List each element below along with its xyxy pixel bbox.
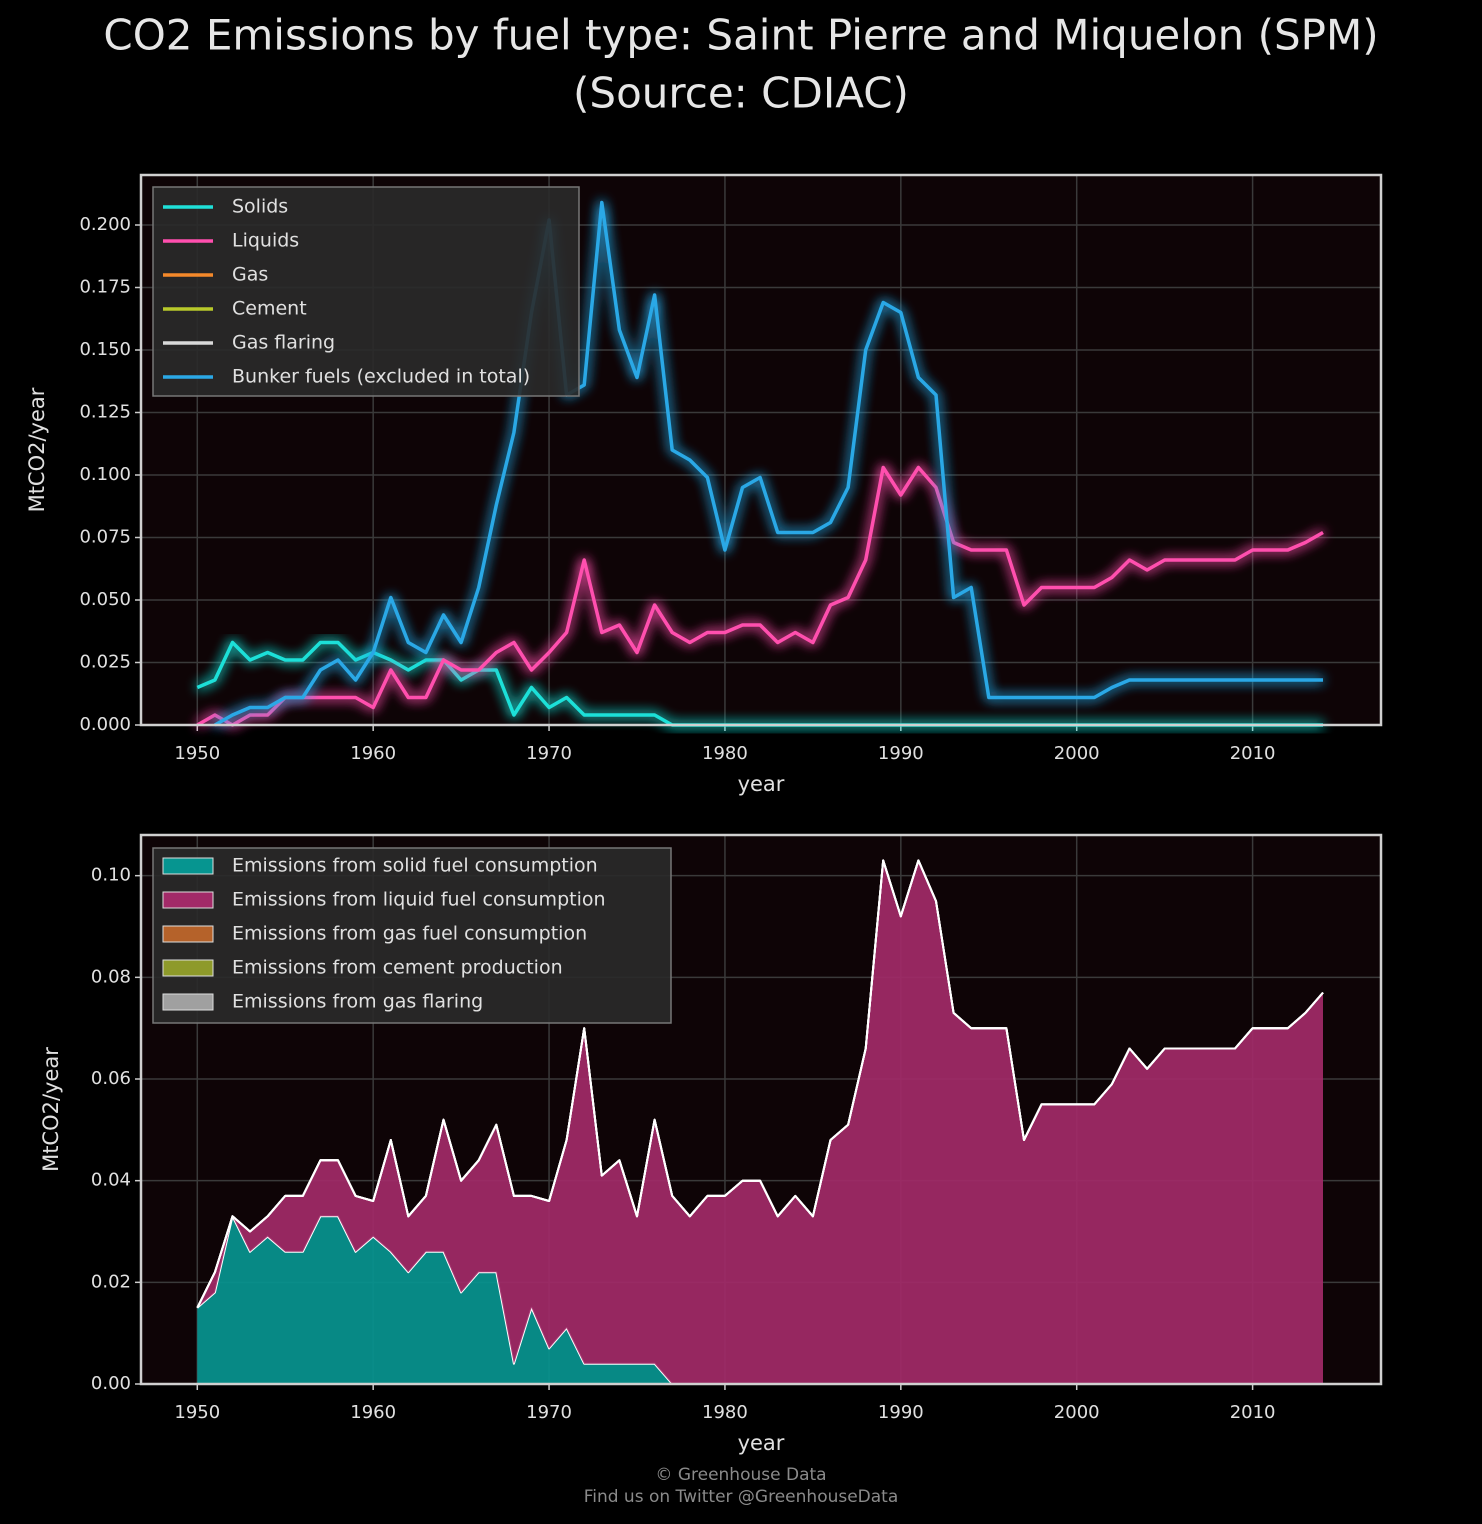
x-tick-label: 2000 xyxy=(1054,1402,1100,1423)
legend-swatch xyxy=(162,925,214,943)
x-tick-label: 1960 xyxy=(350,1402,396,1423)
title-line: (Source: CDIAC) xyxy=(573,69,909,118)
legend-label: Emissions from solid fuel consumption xyxy=(232,855,598,877)
x-tick-label: 1980 xyxy=(702,743,748,764)
y-tick-label: 0.100 xyxy=(79,464,131,485)
area xyxy=(197,860,1323,1384)
legend-swatch xyxy=(162,993,214,1011)
x-tick-label: 1960 xyxy=(350,743,396,764)
title-line: CO2 Emissions by fuel type: Saint Pierre… xyxy=(103,11,1378,60)
area xyxy=(197,1216,1323,1384)
y-tick-label: 0.075 xyxy=(79,527,131,548)
x-tick-label: 2010 xyxy=(1230,1402,1276,1423)
y-axis-label: MtCO2/year xyxy=(39,1047,63,1172)
area-edge xyxy=(196,859,1324,1309)
x-tick-label: 1990 xyxy=(878,743,924,764)
y-tick-label: 0.200 xyxy=(79,214,131,235)
y-tick-label: 0.02 xyxy=(91,1271,131,1292)
x-tick-label: 1970 xyxy=(526,743,572,764)
x-tick-label: 1950 xyxy=(174,1402,220,1423)
y-tick-label: 0.125 xyxy=(79,402,131,423)
x-tick-label: 2010 xyxy=(1230,743,1276,764)
x-tick-label: 2000 xyxy=(1054,743,1100,764)
legend-label: Gas xyxy=(232,264,268,286)
x-tick-label: 1970 xyxy=(526,1402,572,1423)
y-tick-label: 0.175 xyxy=(79,277,131,298)
legend-swatch xyxy=(162,891,214,909)
y-tick-label: 0.08 xyxy=(91,966,131,987)
y-tick-label: 0.025 xyxy=(79,652,131,673)
legend-swatch xyxy=(162,959,214,977)
legend-label: Bunker fuels (excluded in total) xyxy=(232,366,530,388)
footer-line: Find us on Twitter @GreenhouseData xyxy=(584,1487,899,1507)
legend-label: Liquids xyxy=(232,230,299,252)
legend-label: Cement xyxy=(232,298,307,320)
y-axis-label: MtCO2/year xyxy=(25,387,49,512)
y-tick-label: 0.04 xyxy=(91,1170,131,1191)
legend-label: Emissions from liquid fuel consumption xyxy=(232,889,606,911)
x-axis-label: year xyxy=(738,1431,785,1455)
legend-label: Emissions from cement production xyxy=(232,957,563,979)
legend-box xyxy=(152,847,672,1024)
y-tick-label: 0.06 xyxy=(91,1068,131,1089)
legend-label: Gas flaring xyxy=(232,332,335,354)
y-tick-label: 0.10 xyxy=(91,865,131,886)
legend-label: Emissions from gas fuel consumption xyxy=(232,923,587,945)
x-tick-label: 1990 xyxy=(878,1402,924,1423)
footer-line: © Greenhouse Data xyxy=(655,1465,826,1485)
legend-swatch xyxy=(162,857,214,875)
y-tick-label: 0.00 xyxy=(91,1373,131,1394)
legend-label: Emissions from gas flaring xyxy=(232,991,483,1013)
legend-box xyxy=(152,186,580,397)
series-line xyxy=(196,465,1324,727)
plot-frame xyxy=(139,173,1383,727)
x-tick-label: 1980 xyxy=(702,1402,748,1423)
legend-label: Solids xyxy=(232,196,288,218)
y-tick-label: 0.050 xyxy=(79,589,131,610)
series-line xyxy=(214,200,1323,727)
x-axis-label: year xyxy=(738,772,785,796)
plot-frame xyxy=(139,833,1383,1386)
y-tick-label: 0.000 xyxy=(79,714,131,735)
x-tick-label: 1950 xyxy=(174,743,220,764)
y-tick-label: 0.150 xyxy=(79,339,131,360)
